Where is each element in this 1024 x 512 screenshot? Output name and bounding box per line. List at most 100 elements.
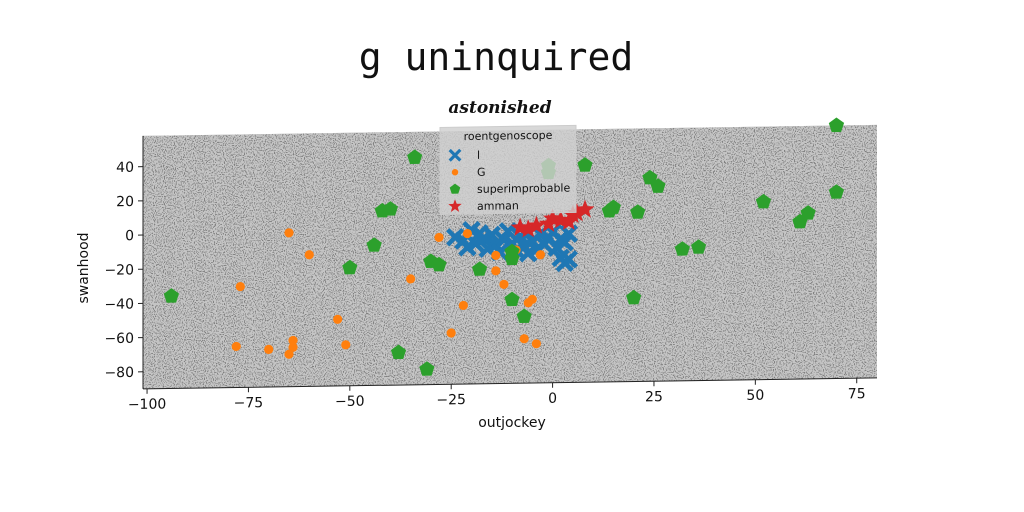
l-point xyxy=(555,233,574,252)
g-point xyxy=(264,344,274,354)
x-tick-label: −50 xyxy=(335,394,365,410)
g-point xyxy=(531,339,541,349)
superimprobable-point xyxy=(674,241,690,256)
superimprobable-point xyxy=(407,149,423,164)
g-point xyxy=(491,266,501,276)
x-axis-ticks: −100 −75 −50 −25 0 25 50 75 xyxy=(128,377,877,414)
l-point xyxy=(458,238,477,257)
y-axis-label: swanhood xyxy=(76,232,92,303)
amman-point xyxy=(575,199,595,218)
superimprobable-point xyxy=(516,308,532,324)
x-tick-label: −25 xyxy=(436,392,466,408)
legend-label: amman xyxy=(477,199,519,213)
l-point xyxy=(498,222,518,241)
superimprobable-point xyxy=(504,250,520,266)
superimprobable-point xyxy=(472,261,488,276)
g-point xyxy=(288,335,298,346)
y-tick-label: −20 xyxy=(104,262,134,278)
l-point xyxy=(559,224,578,244)
legend-item-g: G xyxy=(451,166,486,179)
x-tick-label: 75 xyxy=(848,386,866,402)
g-point xyxy=(523,298,533,308)
g-point xyxy=(462,229,473,239)
superimprobable-point xyxy=(382,201,398,216)
g-point xyxy=(304,250,314,260)
x-tick-label: −75 xyxy=(234,395,264,411)
y-tick-label: 0 xyxy=(125,228,134,244)
g-point xyxy=(446,328,456,338)
y-tick-label: −60 xyxy=(104,331,134,347)
superimprobable-point xyxy=(419,361,435,376)
amman-point xyxy=(543,208,563,227)
g-point xyxy=(288,342,298,352)
legend-marker xyxy=(448,199,462,212)
g-point xyxy=(491,250,501,261)
g-point xyxy=(284,228,294,238)
plot-area-group: −100 −75 −50 −25 0 25 50 75 40 20 0 −20 −40 −60 −80 r… xyxy=(104,117,877,414)
g-point xyxy=(458,300,468,311)
superimprobable-point xyxy=(800,205,816,220)
legend-marker xyxy=(449,183,461,194)
legend-label: l xyxy=(477,149,480,162)
superimprobable-point xyxy=(601,203,617,218)
superimprobable-point xyxy=(642,169,658,185)
superimprobable-point xyxy=(504,291,520,307)
g-point xyxy=(235,281,245,292)
superimprobable-point xyxy=(650,178,666,193)
amman-point xyxy=(518,219,538,238)
legend-marker xyxy=(451,169,459,176)
y-tick-label: −40 xyxy=(104,297,134,313)
legend-marker xyxy=(448,148,462,162)
y-tick-label: −80 xyxy=(104,365,134,381)
g-point xyxy=(406,274,416,284)
superimprobable-point xyxy=(342,259,358,275)
y-tick-label: 20 xyxy=(116,194,134,210)
amman-point xyxy=(567,203,587,222)
superimprobable-point xyxy=(828,184,845,199)
l-point xyxy=(470,224,489,243)
superimprobable-point xyxy=(163,288,179,303)
g-point xyxy=(499,279,509,289)
g-point xyxy=(519,334,529,344)
superimprobable-point xyxy=(691,239,707,254)
superimprobable-point xyxy=(626,289,642,305)
g-point xyxy=(231,341,241,352)
x-axis-line xyxy=(143,377,877,390)
superimprobable-point xyxy=(630,204,646,219)
legend-title: roentgenoscope xyxy=(464,129,553,143)
chart-title: g uninquired xyxy=(359,35,634,79)
g-point xyxy=(341,340,351,350)
amman-point xyxy=(559,211,579,231)
superimprobable-point xyxy=(577,157,593,172)
legend-item-amman: amman xyxy=(448,199,519,213)
amman-point xyxy=(526,215,546,234)
superimprobable-point xyxy=(431,256,447,272)
superimprobable-point xyxy=(390,344,407,360)
l-point xyxy=(478,239,497,258)
y-tick-label: 40 xyxy=(116,160,134,176)
g-point xyxy=(535,250,546,260)
x-axis-label: outjockey xyxy=(478,415,546,431)
x-tick-label: 0 xyxy=(548,391,557,407)
superimprobable-point xyxy=(828,117,845,133)
x-tick-label: −100 xyxy=(128,397,166,414)
superimprobable-point xyxy=(755,193,772,209)
g-point xyxy=(434,232,444,243)
g-point xyxy=(333,314,343,324)
x-tick-label: 25 xyxy=(645,389,663,405)
g-point xyxy=(284,349,294,359)
data-marks xyxy=(163,117,845,376)
legend-frame xyxy=(439,124,577,215)
l-point xyxy=(555,253,574,273)
y-axis-ticks: 40 20 0 −20 −40 −60 −80 xyxy=(104,135,144,389)
legend-label: superimprobable xyxy=(477,182,570,196)
legend-label: G xyxy=(477,166,486,179)
chart-subtitle: astonished xyxy=(448,98,551,118)
legend-item-l: l xyxy=(448,148,480,162)
x-tick-label: 50 xyxy=(746,388,764,404)
legend-item-superimprobable: superimprobable xyxy=(449,182,570,196)
l-point xyxy=(519,243,538,263)
